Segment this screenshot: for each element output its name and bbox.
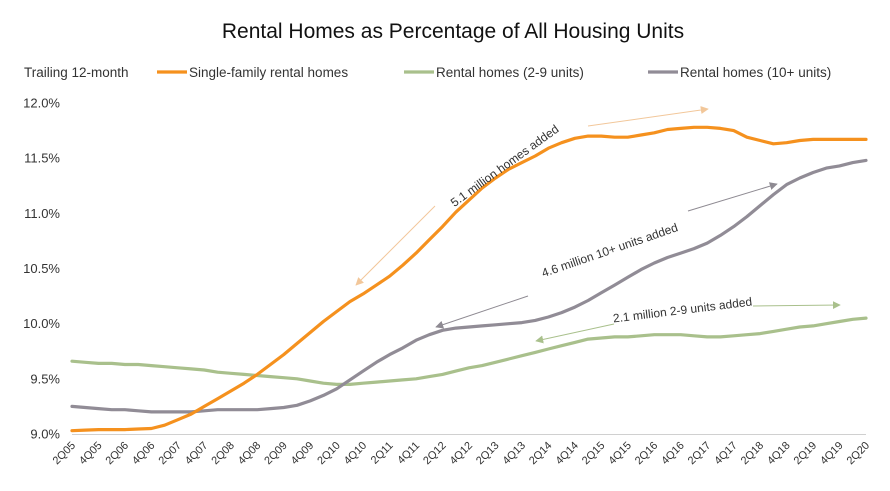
annotation-label: 4.6 million 10+ units added xyxy=(540,220,680,280)
x-tick-label: 4Q05 xyxy=(77,440,105,468)
series-layer xyxy=(70,125,868,433)
legend-caption: Trailing 12-month xyxy=(24,65,129,80)
x-tick-label: 2Q08 xyxy=(209,440,237,468)
x-tick-label: 2Q14 xyxy=(527,440,555,468)
x-tick-label: 2Q05 xyxy=(51,440,79,468)
chart-title: Rental Homes as Percentage of All Housin… xyxy=(222,20,684,43)
x-tick-label: 2Q06 xyxy=(104,440,132,468)
annotation-arrow xyxy=(355,205,436,286)
x-tick-label: 2Q07 xyxy=(156,440,184,468)
series-line-2-9-units xyxy=(70,316,868,386)
x-tick-label: 4Q09 xyxy=(289,440,317,468)
x-tick-label: 4Q15 xyxy=(606,440,634,468)
x-tick-label: 4Q16 xyxy=(659,440,687,468)
y-tick-label: 11.5% xyxy=(24,151,60,166)
x-tick-label: 4Q07 xyxy=(183,440,211,468)
x-tick-label: 2Q11 xyxy=(369,440,396,467)
series-line-single-family xyxy=(70,125,868,433)
x-tick-label: 4Q17 xyxy=(712,440,740,468)
x-tick-label: 4Q06 xyxy=(130,440,158,468)
x-tick-label: 4Q18 xyxy=(765,440,793,468)
x-tick-label: 4Q08 xyxy=(236,440,264,468)
legend-label: Rental homes (2-9 units) xyxy=(436,65,584,80)
annotation-arrow xyxy=(687,182,778,212)
y-tick-label: 10.0% xyxy=(23,316,60,331)
annotation-arrow xyxy=(535,323,615,344)
x-tick-label: 4Q11 xyxy=(395,440,422,467)
x-tick-label: 2Q10 xyxy=(315,440,343,468)
x-tick-label: 2Q18 xyxy=(739,440,767,468)
legend-label: Single-family rental homes xyxy=(189,65,348,80)
annotation-arrow xyxy=(435,295,529,329)
x-tick-label: 4Q10 xyxy=(342,440,370,468)
y-tick-label: 11.0% xyxy=(24,206,60,221)
x-tick-label: 4Q19 xyxy=(818,440,846,468)
x-tick-label: 2Q15 xyxy=(580,440,608,468)
x-tick-label: 2Q09 xyxy=(262,440,290,468)
y-tick-label: 9.5% xyxy=(30,371,60,386)
x-tick-label: 2Q16 xyxy=(633,440,661,468)
annotation-label: 5.1 million homes added xyxy=(448,122,561,210)
x-tick-label: 4Q14 xyxy=(553,440,581,468)
annotation-label: 2.1 million 2-9 units added xyxy=(612,295,753,326)
annotation-arrow xyxy=(752,301,841,310)
x-tick-label: 2Q13 xyxy=(474,440,502,468)
y-axis: 9.0% 9.5% 10.0% 10.5% 11.0% 11.5% 12.0% xyxy=(23,96,60,442)
legend: Single-family rental homes Rental homes (… xyxy=(157,65,831,80)
annotation-arrow xyxy=(587,106,709,127)
x-tick-label: 4Q13 xyxy=(501,440,529,468)
x-tick-label: 4Q12 xyxy=(448,440,476,468)
y-tick-label: 9.0% xyxy=(30,427,60,442)
x-axis: 2Q054Q052Q064Q062Q074Q072Q084Q082Q094Q09… xyxy=(51,434,873,468)
series-line-10-plus-units xyxy=(70,158,868,414)
x-tick-label: 2Q12 xyxy=(421,440,449,468)
x-tick-label: 2Q19 xyxy=(792,440,820,468)
x-tick-label: 2Q20 xyxy=(845,440,873,468)
legend-label: Rental homes (10+ units) xyxy=(680,65,831,80)
y-tick-label: 10.5% xyxy=(23,261,60,276)
x-tick-label: 2Q17 xyxy=(686,440,714,468)
y-tick-label: 12.0% xyxy=(23,96,60,111)
